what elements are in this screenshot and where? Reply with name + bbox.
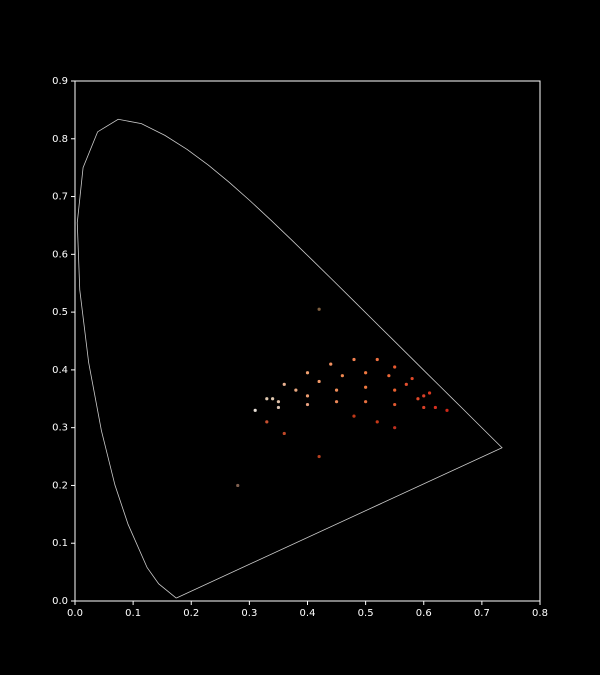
point xyxy=(294,388,298,392)
x-tick-label: 0.3 xyxy=(241,608,257,619)
point xyxy=(416,397,420,401)
point xyxy=(393,388,397,392)
point xyxy=(404,382,408,386)
y-tick-label: 0.6 xyxy=(52,249,68,260)
point xyxy=(364,400,368,404)
point xyxy=(253,408,257,412)
point xyxy=(340,374,344,378)
point xyxy=(334,400,339,404)
point xyxy=(352,414,356,418)
y-tick-label: 0.9 xyxy=(52,76,68,87)
point xyxy=(282,382,286,386)
point xyxy=(422,405,426,410)
point xyxy=(265,397,269,401)
y-tick-label: 0.5 xyxy=(52,307,68,318)
x-tick-label: 0.4 xyxy=(300,608,316,619)
x-tick-label: 0.8 xyxy=(532,608,548,619)
point xyxy=(427,391,432,395)
x-tick-label: 0.6 xyxy=(416,608,432,619)
y-tick-label: 0.3 xyxy=(52,423,68,434)
point xyxy=(393,402,397,407)
point xyxy=(271,397,275,401)
point xyxy=(445,408,449,412)
point xyxy=(305,402,310,407)
x-tick-label: 0.5 xyxy=(358,608,374,619)
point xyxy=(364,385,368,389)
x-tick-label: 0.2 xyxy=(183,608,199,619)
point xyxy=(305,371,310,375)
x-tick-label: 0.7 xyxy=(474,608,490,619)
x-tick-label: 0.0 xyxy=(67,608,83,619)
y-tick-label: 0.7 xyxy=(52,192,68,203)
point xyxy=(352,357,356,362)
point xyxy=(236,483,240,488)
point xyxy=(317,379,321,384)
x-tick-label: 0.1 xyxy=(125,608,141,619)
point xyxy=(393,426,397,430)
point xyxy=(422,394,426,398)
point xyxy=(317,307,321,311)
point xyxy=(387,374,391,378)
point xyxy=(276,400,281,404)
spectral-locus xyxy=(76,118,503,599)
point xyxy=(282,431,286,436)
point xyxy=(317,454,321,459)
point xyxy=(393,365,397,369)
point xyxy=(276,405,281,410)
y-tick-label: 0.0 xyxy=(52,596,68,607)
y-tick-label: 0.2 xyxy=(52,480,68,491)
y-tick-label: 0.1 xyxy=(52,538,68,549)
point xyxy=(433,405,437,410)
point xyxy=(375,357,379,362)
point xyxy=(410,376,414,381)
y-tick-label: 0.4 xyxy=(52,365,68,376)
point xyxy=(305,394,310,398)
point xyxy=(375,420,379,424)
point xyxy=(265,420,269,424)
point xyxy=(334,388,339,392)
point xyxy=(329,362,333,366)
point xyxy=(364,371,368,375)
y-tick-label: 0.8 xyxy=(52,134,68,145)
